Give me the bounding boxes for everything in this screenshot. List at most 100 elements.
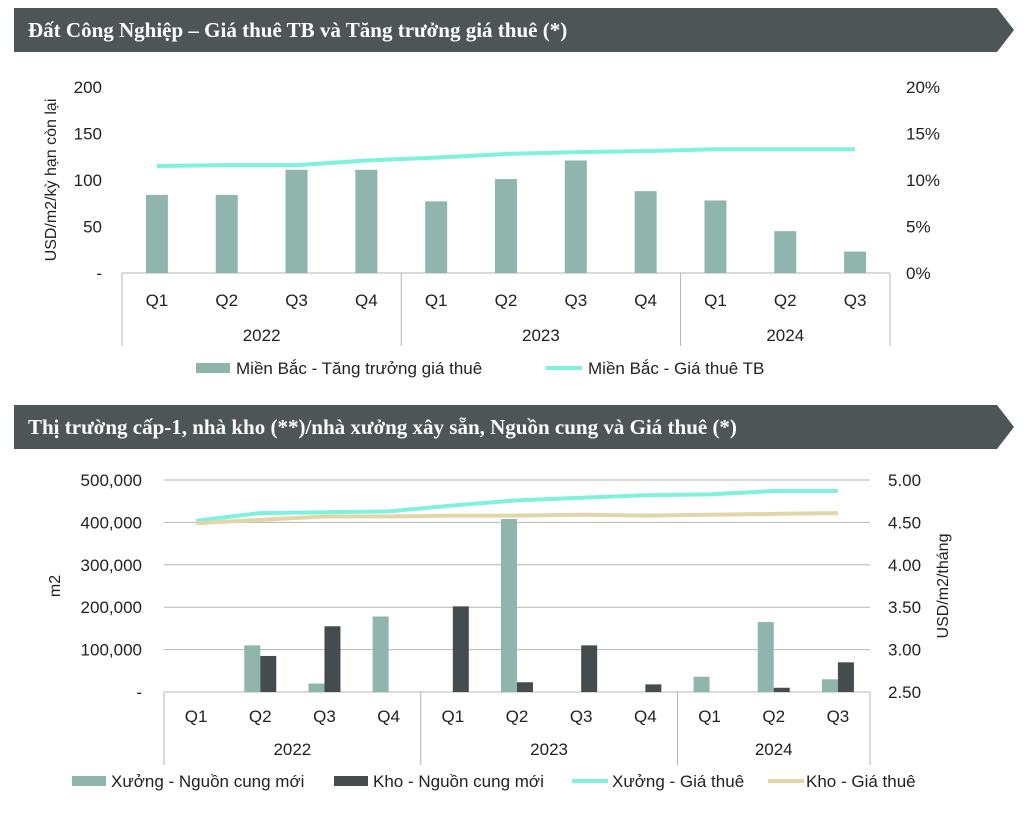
banner-shape (14, 405, 1014, 449)
y2-tick-label: 3.50 (888, 598, 921, 617)
legend-swatch-warehouse-supply (334, 776, 368, 786)
chart2-banner: Thị trường cấp-1, nhà kho (**)/nhà xưởng… (14, 405, 1014, 449)
x-tick-label: Q2 (215, 291, 238, 310)
line-workshop-rent (195, 489, 838, 523)
legend-swatch-growth (196, 363, 230, 373)
x-tick-label: Q4 (377, 707, 400, 726)
y2-tick-label: 0% (906, 264, 931, 283)
supply-rent-chart: - 100,000 200,000 300,000 400,000 500,000 2.50… (0, 455, 1028, 815)
x-tick-label: Q2 (506, 707, 529, 726)
x-tick-label: Q2 (762, 707, 785, 726)
bar-warehouse-supply (645, 684, 662, 692)
x-tick-label: Q3 (285, 291, 308, 310)
legend-label-workshop-rent: Xưởng - Giá thuê (612, 772, 744, 791)
x-tick-label: Q3 (570, 707, 593, 726)
banner-shape (14, 8, 1014, 52)
x-tick-label: Q1 (704, 291, 727, 310)
bar-growth (215, 194, 238, 273)
y-tick-label: 50 (83, 218, 102, 237)
y-tick-label: 100,000 (81, 641, 142, 660)
x-tick-label: Q4 (634, 291, 657, 310)
y2-tick-label: 20% (906, 78, 940, 97)
bar-workshop-supply (372, 616, 389, 692)
legend-label-warehouse-supply: Kho - Nguồn cung mới (373, 772, 544, 791)
bar-workshop-supply (308, 683, 325, 692)
bar-growth (704, 200, 727, 273)
bar-growth (425, 201, 448, 273)
legend-swatch-workshop-supply (72, 776, 106, 786)
legend-label-growth: Miền Bắc - Tăng trưởng giá thuê (236, 359, 482, 378)
y2-tick-label: 5.00 (888, 471, 921, 490)
x-tick-label: Q1 (146, 291, 169, 310)
rent-growth-chart-svg: - 50 100 150 200 0% 5% 10% 15% 20% USD/m2/kỳ hạn c… (43, 78, 940, 378)
year-label: 2023 (522, 326, 560, 345)
bar-workshop-supply (821, 679, 838, 692)
bar-growth (774, 231, 797, 273)
x-tick-label: Q2 (249, 707, 272, 726)
x-tick-label: Q1 (441, 707, 464, 726)
y2-tick-label: 3.00 (888, 641, 921, 660)
x-tick-label: Q4 (634, 707, 657, 726)
bar-warehouse-supply (324, 626, 341, 692)
y-tick-label: 400,000 (81, 513, 142, 532)
y-axis-label: USD/m2/kỳ hạn còn lại (43, 99, 60, 262)
x-tick-label: Q3 (844, 291, 867, 310)
legend-label-workshop-supply: Xưởng - Nguồn cung mới (111, 772, 304, 791)
bar-warehouse-supply (517, 682, 533, 692)
bar-growth (285, 169, 308, 273)
bar-growth (634, 191, 657, 273)
chart1-banner: Đất Công Nghiệp – Giá thuê TB và Tăng tr… (14, 8, 1014, 52)
bar-warehouse-supply (260, 655, 277, 692)
bar-workshop-supply (757, 622, 774, 692)
bar-growth (355, 169, 378, 273)
bar-warehouse-supply (452, 606, 469, 692)
x-tick-label: Q2 (774, 291, 797, 310)
x-tick-label: Q3 (564, 291, 587, 310)
bar-workshop-supply (693, 676, 710, 692)
year-label: 2022 (243, 326, 281, 345)
x-tick-label: Q1 (698, 707, 721, 726)
bar-warehouse-supply (773, 687, 790, 692)
y2-tick-label: 4.50 (888, 513, 921, 532)
y-tick-label: 150 (74, 125, 102, 144)
y-tick-label: - (96, 264, 102, 283)
x-tick-label: Q1 (425, 291, 448, 310)
line-warehouse-rent (195, 511, 838, 526)
x-tick-label: Q3 (313, 707, 336, 726)
y2-axis-label: USD/m2/tháng (935, 534, 952, 639)
chart2-title: Thị trường cấp-1, nhà kho (**)/nhà xưởng… (28, 415, 737, 439)
x-tick-label: Q2 (495, 291, 518, 310)
bar-workshop-supply (501, 519, 517, 692)
y2-tick-label: 4.00 (888, 556, 921, 575)
bar-workshop-supply (244, 645, 261, 692)
bar-growth (564, 160, 587, 273)
y2-tick-label: 2.50 (888, 683, 921, 702)
y-axis-label: m2 (47, 575, 64, 597)
y-tick-label: - (136, 683, 142, 702)
x-tick-label: Q1 (185, 707, 208, 726)
legend-label-avg-rent: Miền Bắc - Giá thuê TB (588, 359, 764, 378)
y2-tick-label: 5% (906, 218, 931, 237)
supply-rent-chart-svg: - 100,000 200,000 300,000 400,000 500,000 2.50… (47, 471, 952, 791)
y-tick-label: 300,000 (81, 556, 142, 575)
year-label: 2023 (530, 740, 568, 759)
chart1-title: Đất Công Nghiệp – Giá thuê TB và Tăng tr… (28, 18, 568, 42)
bar-warehouse-supply (581, 645, 598, 692)
y-tick-label: 200,000 (81, 598, 142, 617)
year-label: 2024 (755, 740, 793, 759)
legend-label-warehouse-rent: Kho - Giá thuê (806, 772, 916, 791)
y-tick-label: 500,000 (81, 471, 142, 490)
bar-growth (495, 179, 517, 273)
y2-tick-label: 15% (906, 125, 940, 144)
x-tick-label: Q4 (355, 291, 378, 310)
bar-growth (145, 194, 168, 273)
bar-growth (844, 251, 867, 273)
y2-tick-label: 10% (906, 171, 940, 190)
y-tick-label: 200 (74, 78, 102, 97)
y-tick-label: 100 (74, 171, 102, 190)
line-avg-rent (156, 147, 856, 169)
x-tick-label: Q3 (827, 707, 850, 726)
year-label: 2024 (766, 326, 804, 345)
rent-growth-chart: - 50 100 150 200 0% 5% 10% 15% 20% USD/m2/kỳ hạn c… (0, 60, 1028, 400)
year-label: 2022 (273, 740, 311, 759)
